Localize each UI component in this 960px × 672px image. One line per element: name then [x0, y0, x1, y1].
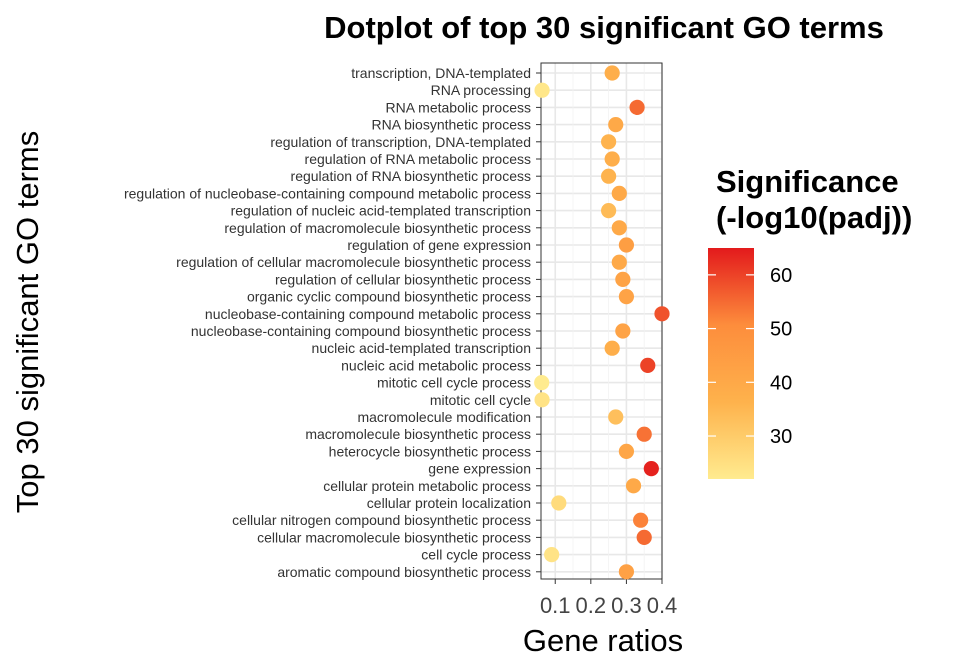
y-tick-label: nucleobase-containing compound biosynthe…: [191, 323, 531, 339]
y-tick-label: regulation of macromolecule biosynthetic…: [224, 220, 531, 236]
data-point: [608, 409, 624, 425]
x-tick-label: 0.2: [576, 593, 607, 618]
data-points: [534, 65, 670, 580]
data-point: [608, 117, 624, 133]
data-point: [618, 289, 635, 305]
x-axis-label: Gene ratios: [523, 623, 683, 658]
y-tick-label: RNA processing: [431, 82, 531, 98]
data-point: [615, 271, 631, 287]
legend-tick-label: 50: [770, 319, 792, 341]
data-point: [534, 375, 550, 391]
plot-panel: [540, 62, 663, 580]
y-tick-label: mitotic cell cycle process: [377, 375, 531, 391]
data-point: [601, 168, 617, 184]
y-tick-label: regulation of transcription, DNA-templat…: [270, 134, 531, 150]
data-point: [611, 185, 627, 201]
data-point: [625, 478, 642, 494]
data-point: [636, 426, 652, 442]
data-point: [601, 203, 617, 219]
data-point: [640, 357, 656, 373]
legend-colorbar: [708, 248, 754, 479]
y-tick-label: macromolecule modification: [357, 409, 531, 425]
data-point: [643, 461, 659, 477]
data-point: [601, 134, 617, 150]
y-tick-label: regulation of cellular macromolecule bio…: [176, 254, 531, 270]
legend-tick-label: 40: [770, 372, 792, 394]
y-tick-label: aromatic compound biosynthetic process: [277, 564, 531, 580]
legend-tick-label: 60: [770, 265, 792, 287]
legend: Significance (-log10(padj)) 60 50 40 30: [708, 164, 912, 479]
legend-title-line2: (-log10(padj)): [716, 200, 912, 235]
data-point: [618, 443, 635, 459]
y-tick-label: regulation of nucleic acid-templated tra…: [231, 203, 531, 219]
y-axis-label: Top 30 significant GO terms: [10, 131, 45, 514]
y-tick-label: cellular nitrogen compound biosynthetic …: [232, 512, 531, 528]
legend-ticks: 60 50 40 30: [708, 265, 792, 448]
y-tick-label: gene expression: [428, 461, 531, 477]
data-point: [618, 237, 635, 253]
legend-tick-label: 30: [770, 426, 792, 448]
chart-title: Dotplot of top 30 significant GO terms: [324, 10, 884, 45]
y-tick-label: cellular macromolecule biosynthetic proc…: [257, 529, 531, 545]
y-tick-label: cell cycle process: [421, 547, 531, 563]
y-tick-label: organic cyclic compound biosynthetic pro…: [247, 289, 531, 305]
legend-title-line1: Significance: [716, 164, 899, 199]
y-tick-label: regulation of cellular biosynthetic proc…: [275, 271, 531, 287]
y-tick-label: regulation of RNA metabolic process: [305, 151, 531, 167]
data-point: [534, 392, 550, 408]
y-tick-label: mitotic cell cycle: [430, 392, 531, 408]
data-point: [629, 99, 645, 115]
y-tick-label: nucleobase-containing compound metabolic…: [205, 306, 531, 322]
data-point: [604, 151, 620, 167]
data-point: [611, 254, 627, 270]
x-tick-label: 0.1: [540, 593, 571, 618]
y-tick-label: regulation of gene expression: [347, 237, 531, 253]
data-point: [611, 220, 627, 236]
data-point: [604, 65, 620, 81]
x-tick-label: 0.4: [647, 593, 678, 618]
x-axis: 0.1 0.2 0.3 0.4: [540, 579, 677, 618]
data-point: [633, 512, 649, 528]
y-tick-label: nucleic acid-templated transcription: [312, 340, 531, 356]
y-tick-label: cellular protein metabolic process: [323, 478, 531, 494]
data-point: [615, 323, 631, 339]
y-tick-label: heterocycle biosynthetic process: [329, 443, 531, 459]
y-tick-label: transcription, DNA-templated: [351, 65, 531, 81]
y-tick-label: regulation of RNA biosynthetic process: [291, 168, 531, 184]
y-tick-label: nucleic acid metabolic process: [341, 357, 531, 373]
data-point: [544, 547, 560, 563]
data-point: [636, 529, 652, 546]
data-point: [618, 564, 635, 580]
data-point: [551, 495, 567, 511]
data-point: [534, 82, 550, 98]
y-tick-label: RNA metabolic process: [385, 99, 531, 115]
y-tick-label: macromolecule biosynthetic process: [305, 426, 531, 442]
y-tick-label: RNA biosynthetic process: [371, 117, 531, 133]
x-tick-label: 0.3: [611, 593, 642, 618]
data-point: [654, 306, 670, 322]
y-tick-label: cellular protein localization: [367, 495, 531, 511]
y-tick-label: regulation of nucleobase-containing comp…: [124, 185, 531, 201]
data-point: [604, 340, 620, 356]
